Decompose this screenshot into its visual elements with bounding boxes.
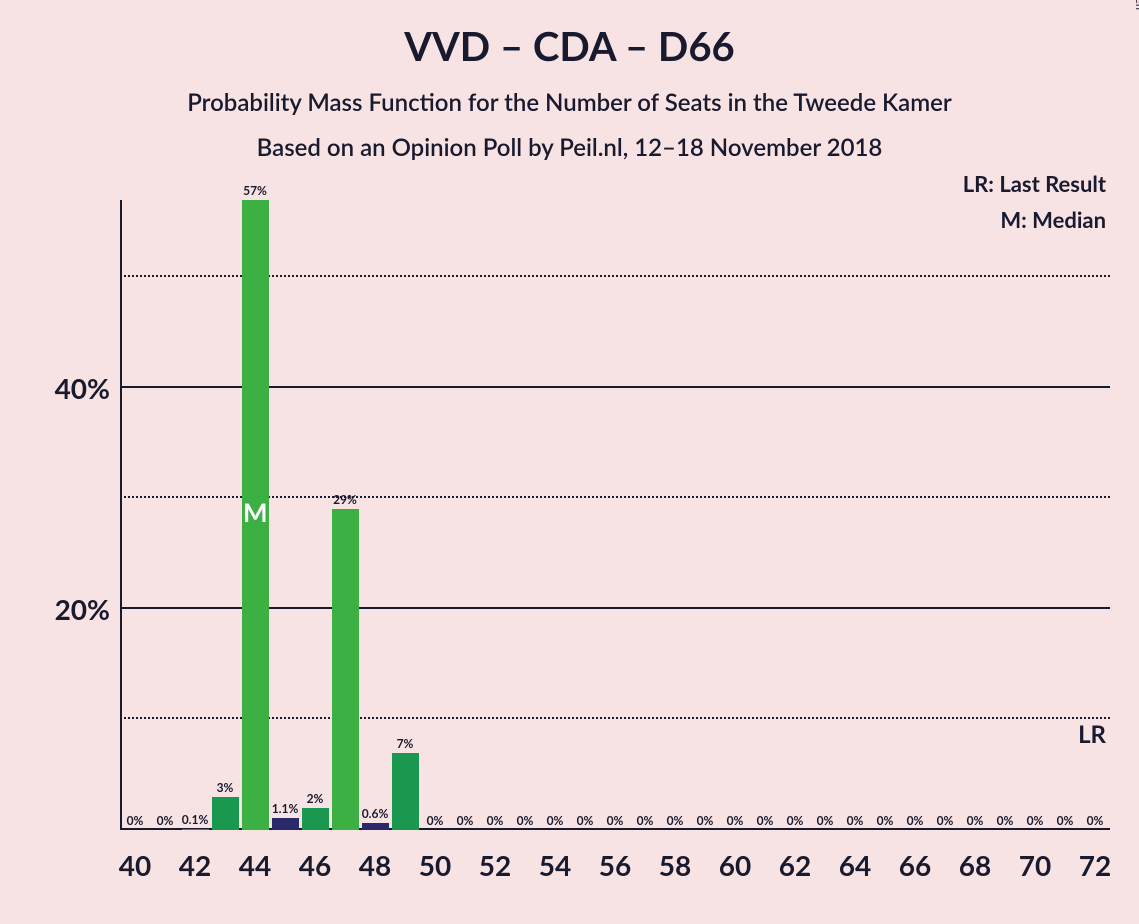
x-tick-label: 44	[239, 830, 271, 882]
last-result-marker: LR	[1078, 720, 1106, 749]
bar-value-label: 0%	[517, 813, 534, 830]
x-tick-label: 48	[359, 830, 391, 882]
x-tick-label: 64	[839, 830, 871, 882]
bar-value-label: 0%	[157, 813, 174, 830]
bar-value-label: 0%	[607, 813, 624, 830]
legend-median: M: Median	[1000, 206, 1106, 233]
bar-value-label: 0%	[457, 813, 474, 830]
x-tick-label: 42	[179, 830, 211, 882]
bar-value-label: 0%	[487, 813, 504, 830]
bar-value-label: 0%	[1087, 813, 1104, 830]
bar-value-label: 0%	[997, 813, 1014, 830]
bar: 1.1%	[272, 818, 299, 830]
chart-subtitle-1: Probability Mass Function for the Number…	[0, 70, 1139, 117]
bar-value-label: 0%	[727, 813, 744, 830]
x-tick-label: 56	[599, 830, 631, 882]
bar-value-label: 0%	[787, 813, 804, 830]
bar-value-label: 0%	[907, 813, 924, 830]
x-tick-label: 68	[959, 830, 991, 882]
x-tick-label: 66	[899, 830, 931, 882]
bar-value-label: 0%	[127, 813, 144, 830]
x-tick-label: 46	[299, 830, 331, 882]
y-tick-label: 20%	[55, 592, 120, 626]
bar-value-label: 7%	[397, 736, 414, 753]
x-tick-label: 62	[779, 830, 811, 882]
x-tick-label: 52	[479, 830, 511, 882]
gridline-major	[120, 386, 1110, 388]
bar-value-label: 57%	[243, 183, 267, 200]
bar-value-label: 0%	[637, 813, 654, 830]
bar: 3%	[212, 797, 239, 830]
x-tick-label: 70	[1019, 830, 1051, 882]
bar-value-label: 2%	[307, 791, 324, 808]
legend-lr: LR: Last Result	[963, 170, 1106, 197]
bar-value-label: 0%	[817, 813, 834, 830]
bar-value-label: 0%	[427, 813, 444, 830]
bar: 29%	[332, 509, 359, 830]
x-tick-label: 50	[419, 830, 451, 882]
gridline-minor	[120, 275, 1110, 277]
bar-value-label: 0%	[547, 813, 564, 830]
bar-value-label: 0%	[967, 813, 984, 830]
bar-value-label: 0%	[577, 813, 594, 830]
bar-value-label: 0%	[757, 813, 774, 830]
gridline-minor	[120, 496, 1110, 498]
chart-plot-area: 20%40%0%0%0.1%3%57%M1.1%2%29%0.6%7%0%0%0…	[120, 200, 1110, 830]
bar-value-label: 0.6%	[362, 806, 389, 823]
bar-value-label: 0%	[1027, 813, 1044, 830]
bar-value-label: 0.1%	[182, 812, 209, 829]
bar-value-label: 0%	[697, 813, 714, 830]
gridline-minor	[120, 717, 1110, 719]
x-tick-label: 40	[119, 830, 151, 882]
x-tick-label: 58	[659, 830, 691, 882]
chart-title: VVD – CDA – D66	[0, 0, 1139, 70]
x-tick-label: 60	[719, 830, 751, 882]
bar-value-label: 0%	[877, 813, 894, 830]
bar-value-label: 29%	[333, 492, 357, 509]
x-tick-label: 54	[539, 830, 571, 882]
x-tick-label: 72	[1079, 830, 1111, 882]
bar: 2%	[302, 808, 329, 830]
bar-value-label: 0%	[1057, 813, 1074, 830]
bar-value-label: 1.1%	[272, 801, 299, 818]
bar-value-label: 0%	[667, 813, 684, 830]
chart-subtitle-2: Based on an Opinion Poll by Peil.nl, 12–…	[0, 117, 1139, 162]
bar-value-label: 0%	[847, 813, 864, 830]
bar: 7%	[392, 753, 419, 830]
median-marker: M	[243, 496, 268, 528]
bar: 0.6%	[362, 823, 389, 830]
bar-value-label: 0%	[937, 813, 954, 830]
y-tick-label: 40%	[55, 371, 120, 405]
gridline-major	[120, 607, 1110, 609]
bar-value-label: 3%	[217, 780, 234, 797]
copyright-text: © 2020 Filip van Laenen	[1133, 0, 1139, 10]
y-axis-line	[120, 200, 122, 830]
